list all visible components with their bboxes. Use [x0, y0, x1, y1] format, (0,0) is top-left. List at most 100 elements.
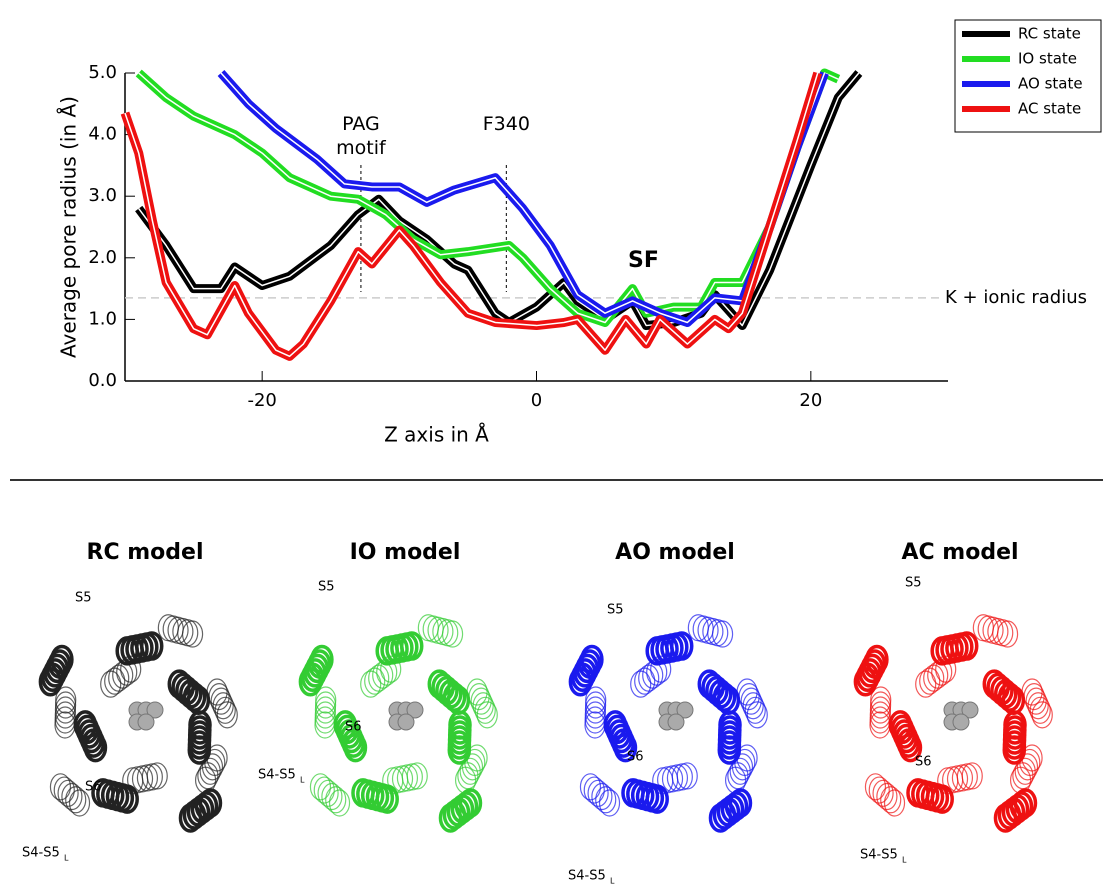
- helix-coil: [441, 620, 464, 648]
- helix-coil: [120, 655, 142, 683]
- helix-coil: [468, 682, 490, 711]
- helix-coil: [587, 779, 609, 807]
- helix-coil: [746, 701, 768, 729]
- label-s4s5: S4-S5: [258, 768, 296, 783]
- helix-coil: [954, 631, 979, 661]
- ligand: [406, 701, 424, 719]
- helix-coil: [216, 701, 238, 729]
- helix-coil: [935, 655, 957, 683]
- label-s6: S6: [915, 755, 932, 770]
- helix-coil: [315, 686, 337, 714]
- helix-coil: [708, 803, 733, 833]
- helix-coil: [595, 786, 617, 814]
- helix-coil: [736, 678, 758, 706]
- helix-coil: [1016, 753, 1039, 781]
- helix-coil: [182, 682, 207, 712]
- helix-coil: [199, 757, 221, 785]
- helix-coil: [585, 686, 607, 714]
- helix-coil: [1029, 696, 1051, 724]
- label-s4s5: S4-S5: [568, 869, 606, 884]
- y-tick-label: 4.0: [88, 124, 117, 145]
- helix-coil: [472, 692, 494, 720]
- y-tick-label: 2.0: [88, 247, 117, 268]
- helix-coil: [906, 778, 930, 808]
- helix-coil: [476, 701, 498, 729]
- helix-coil: [1025, 687, 1047, 715]
- helix-coil: [186, 685, 211, 716]
- label-s4s5: S4-S5: [860, 848, 898, 863]
- protein-model: [38, 614, 238, 833]
- y-tick-label: 5.0: [88, 62, 117, 83]
- helix-coil: [208, 682, 230, 711]
- protein-model: [853, 614, 1053, 833]
- helix-coil: [579, 773, 602, 801]
- y-tick-label: 3.0: [88, 185, 117, 206]
- helix-coil: [68, 789, 91, 817]
- label-sub: L: [300, 776, 305, 785]
- helix-coil: [139, 631, 164, 661]
- label-s5: S5: [75, 591, 92, 606]
- helix-coil: [178, 803, 203, 833]
- helix-coil: [591, 782, 613, 811]
- helix-coil: [731, 753, 754, 781]
- panel-title: AO model: [615, 540, 735, 565]
- label-s5: S5: [318, 580, 335, 595]
- helix-coil: [55, 686, 77, 714]
- legend-label: IO state: [1018, 50, 1077, 68]
- helix-coil: [1031, 701, 1053, 729]
- panel-title: RC model: [87, 540, 204, 565]
- legend-label: AO state: [1018, 75, 1083, 93]
- label-s5: S5: [905, 576, 922, 591]
- helix-coil: [321, 782, 343, 811]
- helix-coil: [214, 696, 236, 724]
- label-sub: L: [64, 854, 69, 863]
- panel-title: AC model: [901, 540, 1018, 565]
- y-tick-label: 1.0: [88, 308, 117, 329]
- helix-coil: [206, 678, 228, 706]
- series-highlight: [124, 72, 819, 358]
- series-line: [135, 68, 841, 327]
- helix-coil: [91, 778, 115, 808]
- helix-coil: [49, 773, 72, 801]
- helix-coil: [716, 685, 741, 716]
- helix-coil: [351, 778, 375, 808]
- helix-coil: [399, 631, 424, 661]
- series-highlight: [220, 72, 826, 324]
- protein-model: [298, 614, 498, 833]
- helix-coil: [1027, 692, 1049, 720]
- helix-coil: [880, 786, 902, 814]
- helix-coil: [993, 803, 1018, 833]
- helix-coil: [57, 779, 79, 807]
- helix-coil: [996, 620, 1019, 648]
- helix-coil: [442, 682, 467, 712]
- helix-coil: [870, 686, 892, 714]
- helix-coil: [729, 757, 751, 785]
- helix-coil: [309, 773, 332, 801]
- x-tick-label: -20: [247, 390, 276, 411]
- helix-coil: [744, 696, 766, 724]
- helix-coil: [1023, 682, 1045, 711]
- helix-coil: [997, 682, 1022, 712]
- helix-coil: [212, 692, 234, 720]
- helix-coil: [598, 789, 621, 817]
- helix-coil: [446, 685, 471, 716]
- helix-coil: [1021, 678, 1043, 706]
- legend-box: [954, 19, 1102, 133]
- helix-coil: [650, 655, 672, 683]
- helix-coil: [328, 789, 351, 817]
- ligand: [146, 701, 164, 719]
- helix-coil: [872, 779, 894, 807]
- helix-coil: [740, 687, 762, 715]
- label-s6: S6: [85, 780, 102, 795]
- label-s4s5: S4-S5: [22, 846, 60, 861]
- helix-coil: [210, 687, 232, 715]
- helix-coil: [1014, 757, 1036, 785]
- annotation: SF: [628, 248, 659, 273]
- ligand: [397, 713, 415, 731]
- helix-coil: [65, 786, 87, 814]
- helix-coil: [580, 644, 604, 675]
- helix-coil: [53, 776, 75, 804]
- helix-coil: [865, 644, 889, 675]
- reference-label: K + ionic radius: [945, 287, 1087, 308]
- ligand: [137, 713, 155, 731]
